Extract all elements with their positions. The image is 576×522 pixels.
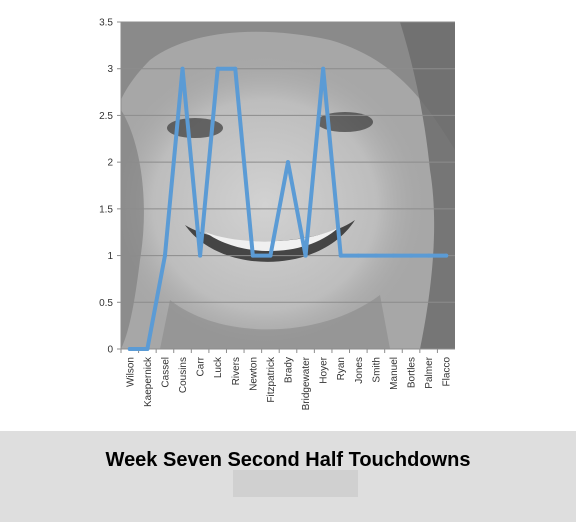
data-point <box>127 347 132 351</box>
caption-title: Week Seven Second Half Touchdowns <box>105 449 471 471</box>
y-tick-label: 3.5 <box>99 18 113 29</box>
x-tick-label: Bortles <box>407 357 418 388</box>
photo-hair <box>121 22 455 150</box>
data-point <box>426 253 431 258</box>
y-tick-label: 1 <box>107 251 113 262</box>
x-tick-label: Cousins <box>178 357 189 393</box>
x-tick-label: Wilson <box>125 357 136 387</box>
x-tick-label: Fitzpatrick <box>266 356 277 403</box>
data-point <box>373 253 378 258</box>
x-tick-label: Flacco <box>442 357 453 387</box>
background-photo <box>121 22 455 349</box>
y-tick-label: 0.5 <box>99 298 113 309</box>
x-tick-label: Kaepernick <box>143 356 154 407</box>
y-tick-label: 2.5 <box>99 111 113 122</box>
data-point <box>180 66 185 71</box>
x-tick-label: Cassel <box>160 357 171 388</box>
data-point <box>233 66 238 71</box>
y-tick-label: 1.5 <box>99 204 113 215</box>
data-point <box>198 253 203 258</box>
x-axis-tick-labels: Wilson Kaepernick Cassel Cousins Carr Luck Riv… <box>120 349 453 410</box>
x-tick-label: Smith <box>371 357 382 383</box>
data-point <box>338 253 343 258</box>
data-point <box>321 66 326 71</box>
y-axis-tick-labels: 0 0.5 1 1.5 2 2.5 3 3.5 <box>99 18 121 356</box>
x-tick-label: Luck <box>213 356 224 378</box>
data-point <box>145 347 150 351</box>
data-point <box>286 160 290 165</box>
data-point <box>162 253 167 258</box>
data-point <box>303 253 308 258</box>
x-tick-label: Bridgewater <box>301 356 312 410</box>
photo-left-shadow <box>121 110 144 349</box>
y-tick-label: 3 <box>107 64 113 75</box>
data-point <box>409 253 414 258</box>
data-point <box>250 253 255 258</box>
data-point <box>391 253 396 258</box>
chart: 0 0.5 1 1.5 2 2.5 3 3.5 Wilson Kaepernick Cassel C… <box>99 18 455 410</box>
caption-tab <box>233 470 358 497</box>
y-tick-label: 2 <box>107 158 113 169</box>
photo-mouth <box>185 220 355 262</box>
x-tick-label: Newton <box>248 357 259 391</box>
data-point <box>444 253 449 258</box>
photo-chin-shadow <box>160 295 390 349</box>
x-tick-label: Palmer <box>424 356 435 388</box>
y-tick-label: 0 <box>107 345 113 356</box>
photo-right-shadow <box>400 22 455 349</box>
x-tick-label: Hoyer <box>319 356 330 383</box>
series-touchdowns <box>127 66 449 351</box>
x-tick-label: Rivers <box>231 357 242 385</box>
data-point <box>356 253 361 258</box>
x-tick-label: Brady <box>284 357 295 383</box>
data-point <box>215 66 220 71</box>
data-point <box>268 253 273 258</box>
x-tick-label: Ryan <box>336 357 347 380</box>
x-tick-label: Manuel <box>389 357 400 390</box>
x-tick-label: Carr <box>196 356 207 376</box>
x-tick-label: Jones <box>354 357 365 384</box>
photo-eye-right <box>317 112 373 132</box>
photo-eye-left <box>167 118 223 138</box>
